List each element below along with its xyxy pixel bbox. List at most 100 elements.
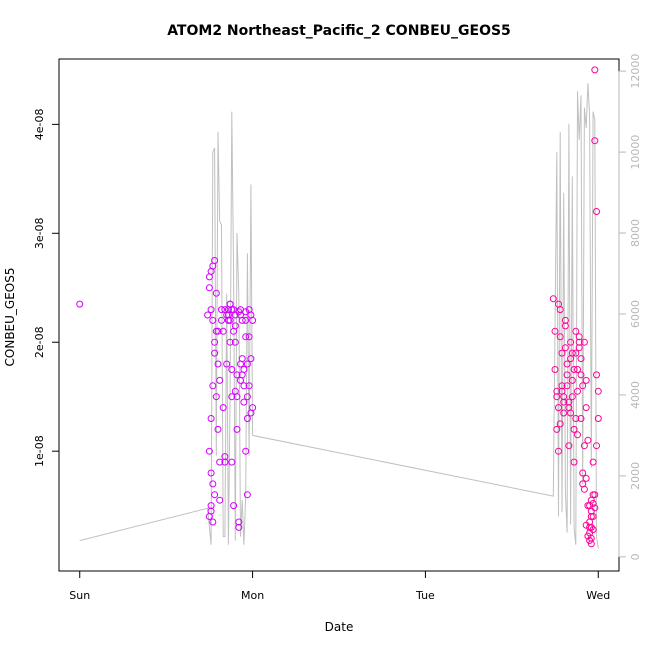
data-point	[207, 469, 215, 477]
data-point	[556, 306, 564, 314]
data-point	[568, 349, 576, 357]
plot-frame	[58, 58, 620, 572]
data-point	[235, 308, 243, 316]
data-point	[245, 382, 253, 390]
data-point	[558, 382, 566, 390]
data-point	[572, 327, 580, 335]
data-point	[233, 371, 241, 379]
data-point	[556, 333, 564, 341]
data-point	[560, 393, 568, 401]
data-point	[216, 376, 224, 384]
data-point	[211, 349, 219, 357]
data-point	[230, 327, 238, 335]
data-point	[243, 415, 251, 422]
data-point	[228, 366, 236, 373]
data-point	[211, 491, 219, 499]
data-point	[570, 425, 578, 433]
data-point	[226, 338, 234, 346]
data-point	[587, 540, 595, 548]
data-point	[235, 523, 243, 531]
data-point	[247, 409, 255, 417]
data-point	[582, 404, 590, 412]
data-point	[245, 333, 253, 341]
x-tick-label: Sun	[69, 589, 90, 602]
data-point	[212, 393, 220, 401]
right-y-tick-label: 2000	[629, 462, 642, 490]
points-layer	[76, 66, 602, 548]
data-point	[228, 306, 236, 314]
data-point	[224, 316, 232, 324]
right-y-tick-label: 8000	[629, 219, 642, 247]
data-point	[555, 447, 562, 455]
data-point	[589, 526, 597, 534]
data-point	[575, 333, 583, 341]
data-point	[233, 425, 241, 433]
altitude-line-layer	[79, 83, 599, 549]
data-point	[247, 355, 255, 363]
right-y-tick-label: 12000	[629, 54, 642, 89]
data-point	[577, 371, 585, 379]
data-point	[555, 404, 562, 412]
x-tick-label: Wed	[586, 589, 610, 602]
data-point	[204, 311, 212, 319]
data-point	[242, 308, 250, 316]
y-tick-label: 3e-08	[33, 217, 46, 249]
data-point	[219, 404, 227, 412]
data-point	[572, 349, 580, 357]
data-point	[594, 415, 602, 422]
data-point	[212, 289, 220, 297]
right-y-tick-label: 6000	[629, 300, 642, 328]
data-point	[580, 338, 588, 346]
y-tick-label: 2e-08	[33, 326, 46, 358]
data-point	[243, 491, 251, 499]
right-y-tick-label: 0	[629, 553, 642, 560]
data-point	[565, 398, 573, 406]
data-point	[589, 500, 597, 507]
data-point	[221, 458, 229, 466]
data-point	[209, 382, 217, 390]
data-point	[211, 257, 219, 264]
data-point	[586, 537, 594, 544]
data-point	[240, 398, 248, 406]
y-axis: 1e-08 2e-08 3e-08 4e-08	[33, 108, 60, 467]
data-point	[219, 327, 227, 335]
data-point	[249, 316, 257, 324]
data-point	[553, 425, 561, 433]
data-point	[563, 371, 571, 379]
data-point	[209, 518, 217, 526]
data-point	[237, 360, 244, 368]
data-point	[572, 415, 580, 422]
x-axis-label: Date	[325, 620, 354, 634]
data-point	[591, 66, 599, 74]
data-point	[560, 409, 568, 417]
data-point	[577, 415, 585, 422]
data-point	[240, 382, 248, 390]
data-point	[556, 420, 564, 428]
data-point	[218, 316, 225, 324]
data-point	[591, 137, 599, 145]
data-point	[231, 387, 239, 395]
data-point	[589, 458, 597, 466]
y-tick-label: 1e-08	[33, 435, 46, 467]
data-point	[580, 442, 588, 450]
x-tick-label: Tue	[415, 589, 435, 602]
data-point	[558, 349, 566, 357]
y-tick-label: 4e-08	[33, 108, 46, 140]
data-point	[243, 360, 251, 368]
data-point	[591, 504, 599, 512]
data-point	[582, 376, 590, 384]
data-point	[231, 338, 239, 346]
data-point	[577, 355, 585, 363]
data-point	[207, 415, 215, 422]
data-point	[553, 387, 561, 395]
data-point	[238, 316, 246, 324]
data-point	[549, 295, 557, 303]
data-point	[211, 338, 219, 346]
data-point	[574, 431, 581, 439]
data-point	[567, 409, 575, 417]
data-point	[553, 393, 561, 401]
data-point	[579, 469, 587, 477]
data-point	[574, 387, 581, 395]
data-point	[582, 474, 590, 482]
chart-title: ATOM2 Northeast_Pacific_2 CONBEU_GEOS5	[167, 23, 511, 39]
